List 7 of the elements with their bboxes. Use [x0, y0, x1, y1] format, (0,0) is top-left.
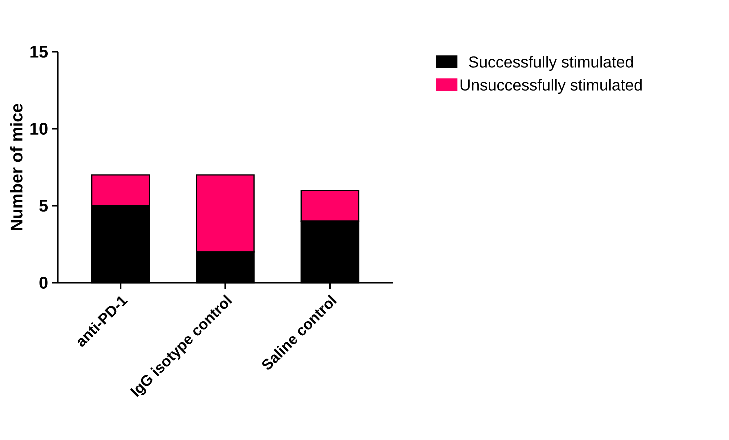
- y-axis-title: Number of mice: [10, 104, 23, 230]
- y-tick-label: 0: [40, 277, 48, 289]
- legend-label: Successfully stimulated: [469, 56, 634, 72]
- y-tick-label: 15: [30, 46, 48, 58]
- y-tick-label: 10: [30, 123, 48, 135]
- y-tick-label: 5: [40, 200, 48, 212]
- legend-label: Unsuccessfully stimulated: [460, 79, 642, 94]
